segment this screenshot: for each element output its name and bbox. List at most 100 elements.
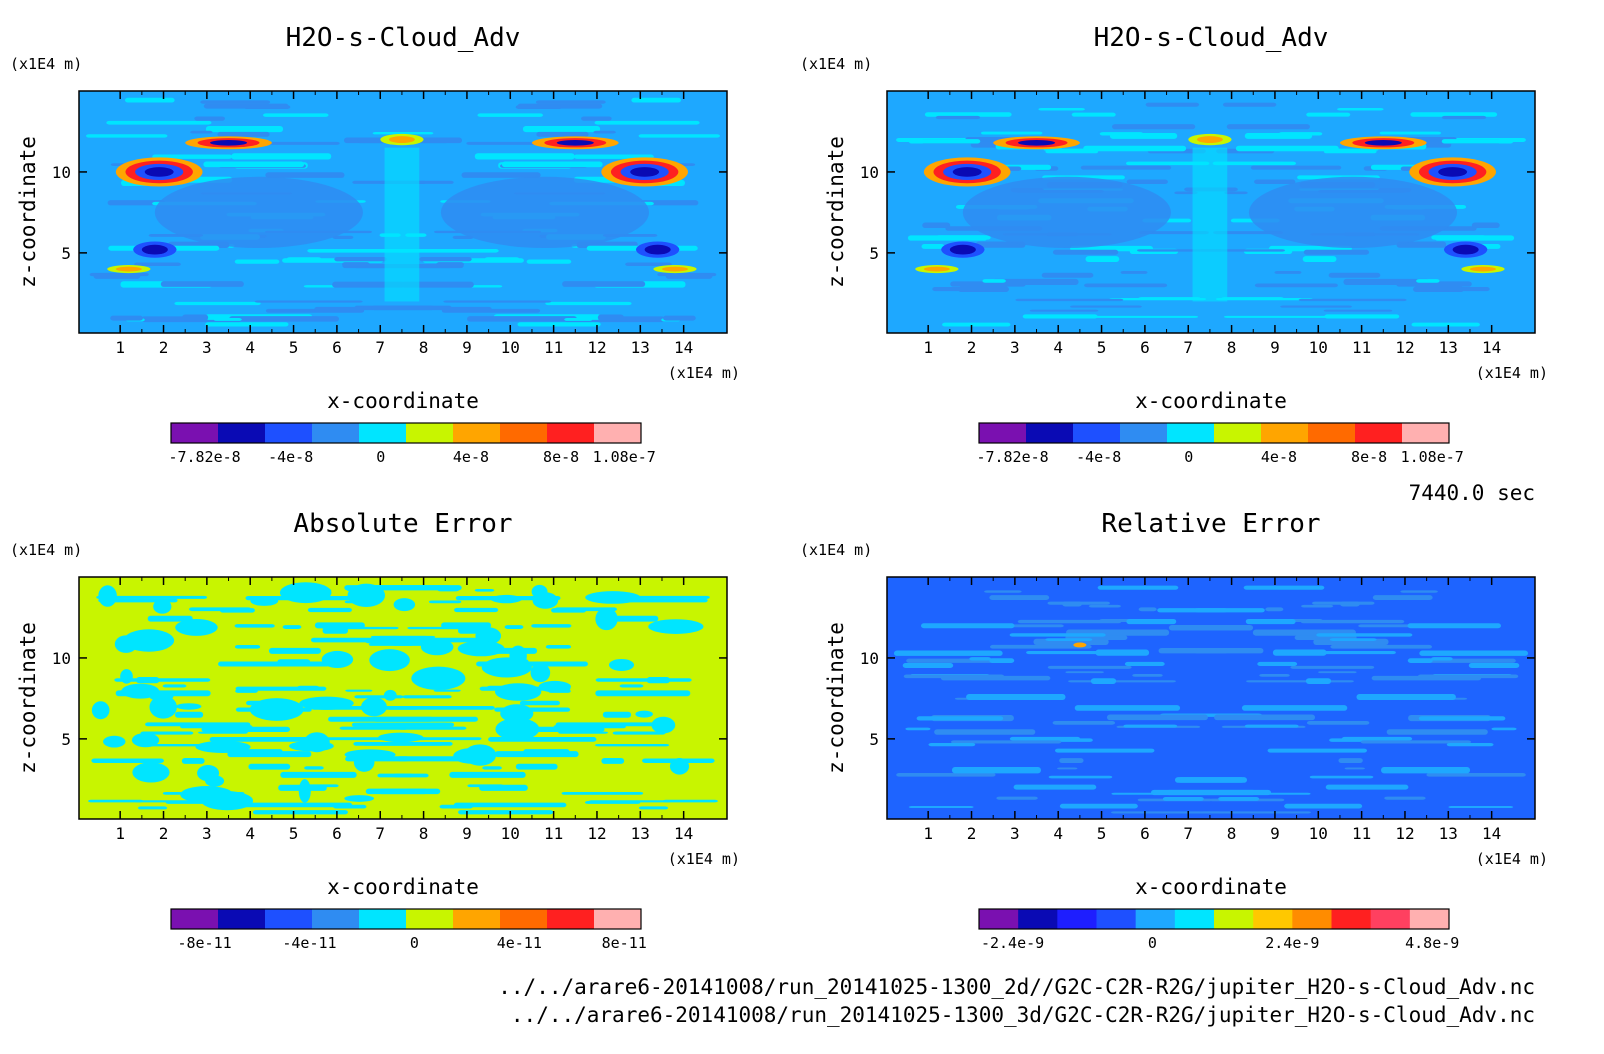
field-region bbox=[500, 704, 534, 723]
panel-title: H2O-s-Cloud_Adv bbox=[286, 23, 521, 53]
field-band bbox=[458, 810, 554, 815]
field-band bbox=[1244, 724, 1299, 728]
field-band bbox=[174, 711, 204, 718]
field-band bbox=[1400, 590, 1438, 593]
x-tick-label: 8 bbox=[1227, 338, 1237, 357]
x-axis-label: x-coordinate bbox=[1135, 389, 1287, 413]
field-band bbox=[1009, 633, 1106, 637]
field-region bbox=[1192, 147, 1228, 302]
field-band bbox=[214, 725, 253, 732]
field-band bbox=[1022, 314, 1098, 319]
colorbar-tick-label: 8e-11 bbox=[602, 934, 647, 952]
field-region bbox=[121, 683, 160, 699]
field-region bbox=[298, 779, 311, 803]
field-band bbox=[969, 657, 991, 661]
field-band bbox=[474, 153, 575, 160]
field-region bbox=[249, 698, 304, 721]
field-band bbox=[523, 749, 570, 754]
field-band bbox=[1431, 657, 1453, 661]
field-band bbox=[307, 607, 352, 613]
field-band bbox=[990, 644, 1092, 649]
field-band bbox=[594, 120, 700, 125]
field-band bbox=[1125, 161, 1210, 166]
field-band bbox=[1048, 775, 1113, 779]
field-band bbox=[386, 705, 495, 710]
field-band bbox=[908, 139, 981, 144]
field-band bbox=[1302, 256, 1337, 262]
field-band bbox=[1356, 693, 1456, 700]
field-band bbox=[1448, 806, 1514, 809]
x-axis-label: x-coordinate bbox=[327, 389, 479, 413]
field-region bbox=[383, 689, 397, 701]
field-band bbox=[452, 235, 474, 240]
x-tick-label: 3 bbox=[202, 824, 212, 843]
field-band bbox=[1090, 678, 1117, 684]
colorbar-tick-label: 0 bbox=[1184, 448, 1193, 466]
colorbar-segment bbox=[979, 423, 1027, 443]
x-tick-label: 6 bbox=[1140, 824, 1150, 843]
colorbar-segment bbox=[1135, 909, 1176, 929]
field-band bbox=[595, 690, 691, 697]
field-region bbox=[495, 718, 540, 741]
x-axis-label: x-coordinate bbox=[327, 875, 479, 899]
field-band bbox=[1059, 758, 1084, 764]
field-band bbox=[1120, 270, 1148, 274]
field-band bbox=[612, 731, 666, 735]
colorbar-tick-label: 0 bbox=[410, 934, 419, 952]
field-region bbox=[299, 696, 354, 710]
contour-feature bbox=[144, 167, 174, 177]
y-axis-label: z-coordinate bbox=[824, 622, 848, 774]
field-band bbox=[345, 689, 373, 692]
field-band bbox=[268, 647, 321, 654]
field-band bbox=[297, 685, 319, 689]
y-tick-label: 10 bbox=[860, 649, 879, 668]
colorbar-segment bbox=[1018, 909, 1058, 929]
x-tick-label: 10 bbox=[501, 338, 520, 357]
contour-feature bbox=[630, 167, 660, 177]
field-band bbox=[1287, 650, 1396, 655]
field-band bbox=[613, 615, 659, 622]
x-tick-label: 12 bbox=[587, 824, 606, 843]
contour-feature bbox=[1364, 140, 1402, 146]
field-band bbox=[1073, 805, 1092, 808]
y-unit-label: (x1E4 m) bbox=[10, 55, 82, 73]
contour-feature bbox=[141, 244, 168, 255]
field-band bbox=[1468, 663, 1520, 669]
field-band bbox=[1244, 132, 1313, 139]
colorbar-segment bbox=[171, 909, 219, 929]
x-tick-label: 1 bbox=[115, 824, 125, 843]
field-band bbox=[902, 663, 954, 669]
field-band bbox=[1298, 298, 1407, 302]
field-band bbox=[553, 725, 592, 732]
field-band bbox=[1441, 115, 1487, 120]
field-band bbox=[1194, 608, 1265, 613]
field-band bbox=[1123, 724, 1178, 728]
y-axis-label: z-coordinate bbox=[16, 622, 40, 774]
field-band bbox=[334, 257, 387, 262]
field-band bbox=[1254, 283, 1338, 288]
field-band bbox=[1265, 607, 1284, 612]
field-band bbox=[1015, 298, 1124, 302]
field-band bbox=[1446, 742, 1494, 747]
colorbar-tick-label: -4e-11 bbox=[282, 934, 336, 952]
field-band bbox=[205, 126, 284, 133]
colorbar-segment bbox=[1214, 909, 1254, 929]
x-tick-label: 7 bbox=[1183, 338, 1193, 357]
panel-relative-error: Relative Error (x1E4 m) 1 2 3 4 5 6 7 8 9 10 11 12 1… bbox=[800, 509, 1548, 952]
heatmap-field bbox=[887, 577, 1535, 819]
field-region bbox=[103, 735, 126, 748]
field-band bbox=[989, 658, 1015, 663]
field-band bbox=[229, 316, 340, 322]
colorbar-segment bbox=[218, 423, 266, 443]
field-band bbox=[1259, 673, 1290, 677]
field-band bbox=[1226, 124, 1310, 130]
colorbar-segment bbox=[1026, 423, 1074, 443]
field-band bbox=[996, 796, 1038, 800]
field-band bbox=[1318, 671, 1357, 674]
field-band bbox=[194, 116, 225, 121]
field-band bbox=[93, 273, 141, 279]
x-tick-label: 9 bbox=[1270, 824, 1280, 843]
field-region bbox=[378, 732, 424, 743]
heatmap-field bbox=[79, 577, 727, 819]
field-band bbox=[174, 301, 261, 306]
